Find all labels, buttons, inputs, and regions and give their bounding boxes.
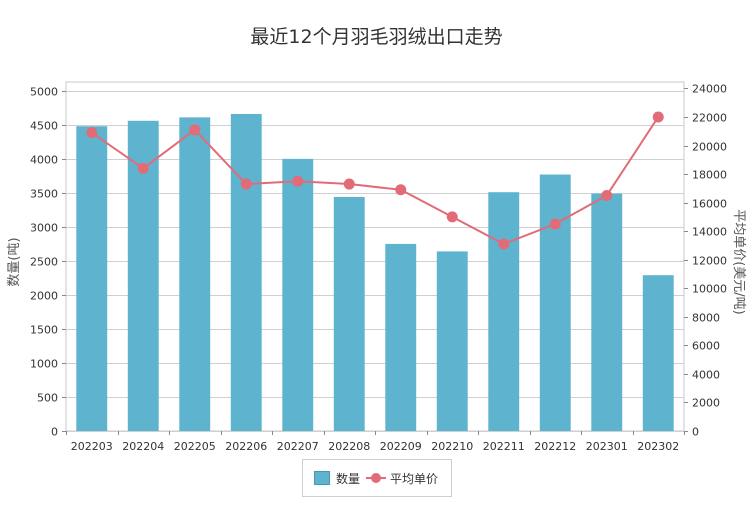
bar <box>179 117 211 431</box>
y-tick-label: 500 <box>37 392 58 405</box>
x-tick-label: 202302 <box>637 440 679 453</box>
y-axis-title: 数量(吨) <box>7 237 22 286</box>
y-tick-label: 2500 <box>30 256 58 269</box>
line-layer <box>86 111 664 250</box>
y2-tick-label: 2000 <box>692 397 720 410</box>
price-point <box>601 189 613 201</box>
axes-layer: 0 500 1000 1500 2000 2500 3000 3500 4000 4500 5000… <box>30 83 727 454</box>
price-point <box>498 238 510 250</box>
y2-tick-label: 22000 <box>692 112 727 125</box>
price-point <box>446 211 458 223</box>
y-tick-label: 3000 <box>30 222 58 235</box>
y2-tick-label: 20000 <box>692 141 727 154</box>
x-tick-label: 202205 <box>174 440 216 453</box>
y2-tick-label: 14000 <box>692 226 727 239</box>
bar <box>385 243 417 431</box>
bar <box>333 196 365 431</box>
bar <box>591 193 623 431</box>
y-tick-label: 1000 <box>30 358 58 371</box>
bar <box>230 113 262 431</box>
price-point <box>549 218 561 230</box>
price-line <box>91 116 660 246</box>
bar-swatch-icon <box>314 471 330 485</box>
y2-tick-label: 0 <box>692 426 699 439</box>
x-tick-label: 202204 <box>122 440 164 453</box>
y-tick-label: 4000 <box>30 154 58 167</box>
legend-item-quantity[interactable]: 数量 <box>303 470 360 487</box>
bar <box>436 251 468 431</box>
price-point <box>137 162 149 174</box>
legend-label-quantity: 数量 <box>336 471 361 486</box>
x-tick-label: 202209 <box>380 440 422 453</box>
chart-title: 最近12个月羽毛羽绒出口走势 <box>250 26 503 48</box>
x-tick-label: 202301 <box>586 440 628 453</box>
price-point <box>189 124 201 136</box>
y2-tick-label: 10000 <box>692 283 727 296</box>
bar <box>282 158 314 431</box>
x-tick-label: 202208 <box>328 440 370 453</box>
y2-tick-label: 24000 <box>692 83 727 96</box>
bar <box>76 126 108 431</box>
line-marker-swatch-icon <box>366 471 387 485</box>
y2-axis-title: 平均单价(美元/吨) <box>731 209 746 315</box>
x-tick-label: 202203 <box>71 440 113 453</box>
legend: 数量 平均单价 <box>302 459 452 497</box>
price-point <box>240 178 252 190</box>
bar <box>488 192 520 431</box>
price-point <box>343 178 355 190</box>
bar <box>642 275 674 431</box>
bar <box>539 174 571 432</box>
price-point <box>292 175 304 187</box>
y-tick-label: 5000 <box>30 86 58 99</box>
bars-layer <box>76 113 674 432</box>
legend-label-avg-price: 平均单价 <box>390 471 439 486</box>
y2-tick-label: 6000 <box>692 340 720 353</box>
y2-tick-label: 8000 <box>692 312 720 325</box>
grid-layer <box>65 81 685 432</box>
y2-tick-label: 12000 <box>692 255 727 268</box>
price-point <box>86 127 98 139</box>
legend-item-avg-price[interactable]: 平均单价 <box>360 470 438 487</box>
y-tick-label: 0 <box>51 426 58 439</box>
y2-tick-label: 16000 <box>692 198 727 211</box>
y2-tick-label: 4000 <box>692 369 720 382</box>
y-tick-label: 1500 <box>30 324 58 337</box>
y2-tick-label: 18000 <box>692 169 727 182</box>
x-tick-label: 202211 <box>483 440 525 453</box>
price-point <box>395 184 407 196</box>
x-tick-label: 202212 <box>534 440 576 453</box>
x-tick-label: 202206 <box>225 440 267 453</box>
x-tick-label: 202210 <box>431 440 473 453</box>
y-tick-label: 3500 <box>30 188 58 201</box>
y-tick-label: 4500 <box>30 120 58 133</box>
y-tick-label: 2000 <box>30 290 58 303</box>
price-point <box>652 111 664 123</box>
x-tick-label: 202207 <box>277 440 319 453</box>
